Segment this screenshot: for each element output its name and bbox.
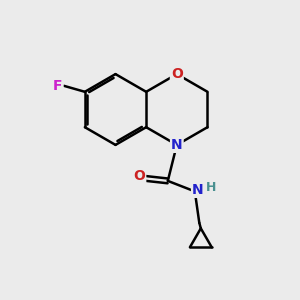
Text: H: H xyxy=(206,181,217,194)
Text: F: F xyxy=(53,79,63,93)
Text: N: N xyxy=(171,138,183,152)
Text: O: O xyxy=(171,67,183,81)
Text: O: O xyxy=(134,169,145,183)
Text: N: N xyxy=(192,183,204,197)
